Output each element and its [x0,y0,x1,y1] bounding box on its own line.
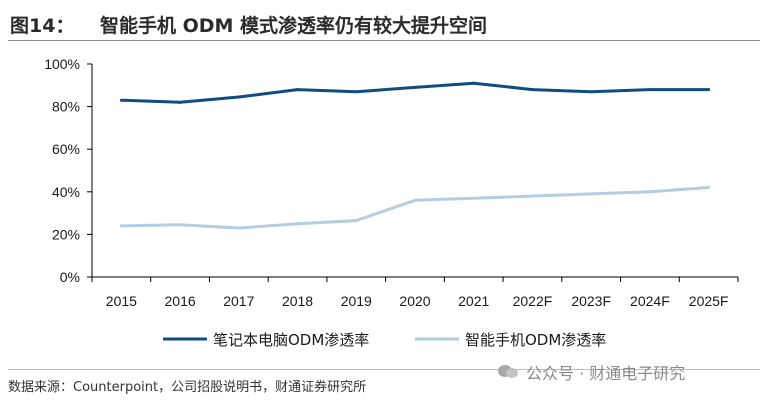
y-tick-label: 40% [52,184,80,200]
wechat-icon [498,363,520,381]
data-point [472,81,476,85]
chart-title: 智能手机 ODM 模式渗透率仍有较大提升空间 [100,15,488,37]
x-tick-label: 2025F [689,293,729,309]
x-tick-label: 2017 [223,293,254,309]
data-point [707,88,711,92]
legend-label-2: 智能手机ODM渗透率 [465,331,606,349]
x-tick-label: 2023F [571,293,611,309]
data-point [237,95,241,99]
data-point [237,226,241,230]
data-point [648,88,652,92]
watermark-text: 公众号 · 财通电子研究 [526,364,686,383]
line-chart: 0% 20% 40% 60% 80% 100% 2015 2016 2017 2018 2019 20… [44,56,739,349]
title-bar: 图14： 智能手机 ODM 模式渗透率仍有较大提升空间 [8,6,760,41]
x-tick-label: 2022F [513,293,553,309]
data-point [354,90,358,94]
source-note: 数据来源：Counterpoint，公司招股说明书，财通证券研究所 [8,380,367,395]
data-point [472,196,476,200]
y-tick-label: 100% [44,56,80,72]
data-point [530,194,534,198]
data-point [589,192,593,196]
data-point [296,222,300,226]
data-point [648,190,652,194]
data-point [178,100,182,104]
watermark: 公众号 · 财通电子研究 [498,360,685,384]
y-tick-label: 80% [52,99,80,115]
data-point [707,186,711,190]
x-tick-label: 2018 [282,293,313,309]
x-tick-label: 2024F [630,293,670,309]
y-tick-label: 0% [60,269,80,285]
y-tick-label: 20% [52,226,80,242]
y-tick-label: 60% [52,141,80,157]
data-point [530,88,534,92]
data-point [178,223,182,227]
data-point [296,88,300,92]
source-divider [8,369,760,370]
legend-label-1: 笔记本电脑ODM渗透率 [213,331,369,349]
x-tick-label: 2019 [341,293,372,309]
data-point [413,198,417,202]
data-point [119,224,123,228]
x-tick-label: 2020 [399,293,430,309]
data-point [589,90,593,94]
data-point [119,98,123,102]
x-tick-label: 2021 [458,293,489,309]
figure-label: 图14： [10,15,75,37]
x-tick-label: 2016 [165,293,196,309]
data-point [354,219,358,223]
series-line-2 [121,186,709,230]
x-tick-label: 2015 [106,293,137,309]
data-point [413,85,417,89]
